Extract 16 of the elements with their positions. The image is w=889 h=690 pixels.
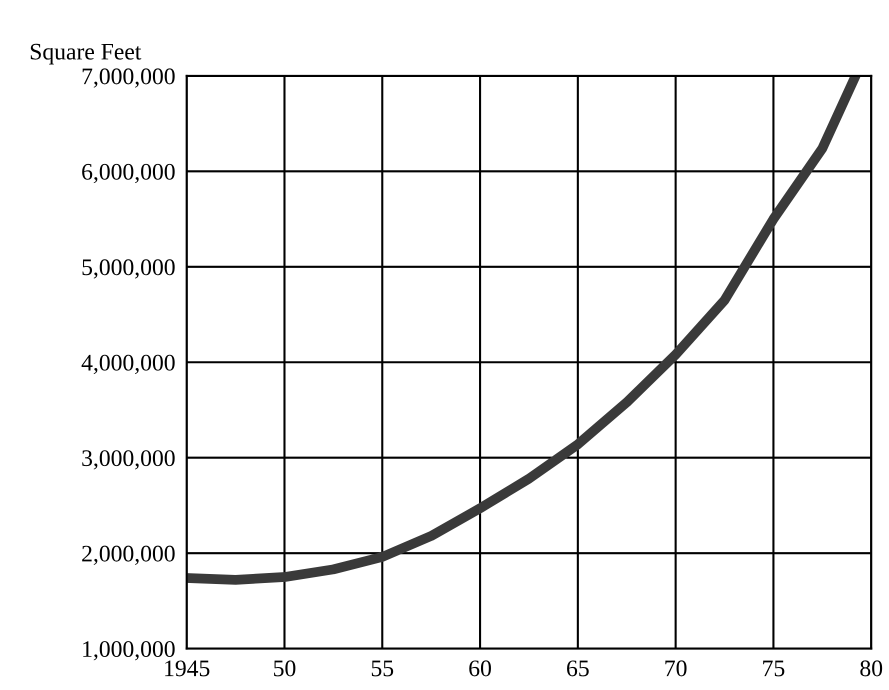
y-tick-label: 3,000,000 — [82, 450, 175, 470]
x-tick-label: 70 — [665, 660, 687, 676]
y-tick-label: 6,000,000 — [82, 164, 175, 184]
x-tick-label: 80 — [860, 660, 882, 676]
x-tick-label: 75 — [763, 660, 784, 676]
x-tick-label: 65 — [567, 660, 589, 676]
y-tick-label: 7,000,000 — [82, 68, 175, 88]
y-tick-label: 4,000,000 — [82, 354, 175, 374]
x-tick-label: 60 — [469, 660, 491, 676]
y-tick-label: 2,000,000 — [82, 546, 175, 565]
x-tick-label: 50 — [274, 660, 296, 676]
y-tick-label: 1,000,000 — [83, 641, 175, 660]
x-tick-label: 1945 — [165, 660, 210, 676]
y-axis-title: Square Feet — [30, 44, 142, 64]
y-tick-label: 5,000,000 — [82, 259, 175, 279]
x-tick-label: 55 — [372, 660, 394, 676]
